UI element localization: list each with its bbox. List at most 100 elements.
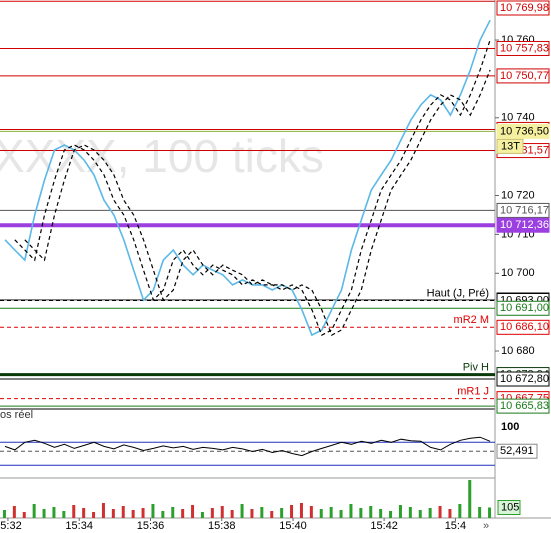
volume-bar	[210, 508, 214, 518]
y-tick-label: 10 680	[501, 345, 535, 357]
counter: 13T	[501, 140, 520, 152]
volume-bar	[22, 512, 26, 518]
volume-bar	[250, 509, 254, 518]
volume-bar	[52, 507, 56, 518]
counter-box	[496, 138, 524, 154]
x-tick-label: 15:38	[208, 520, 236, 532]
volume-bar	[438, 506, 442, 518]
volume-bar	[101, 503, 105, 518]
level-label-box	[496, 371, 550, 387]
volume-bar	[290, 505, 294, 518]
volume-bar	[171, 507, 175, 518]
level-text: mR1 J	[457, 386, 489, 398]
x-tick-label: 15:36	[137, 520, 165, 532]
x-tick-label: 15:40	[279, 520, 307, 532]
volume-bar	[319, 509, 323, 518]
volume-bar	[280, 508, 284, 518]
volume-bar	[121, 506, 125, 518]
volume-bar	[339, 510, 343, 518]
level-label-box	[496, 40, 550, 56]
level-label: 10 736,50	[500, 125, 549, 137]
volume-bar	[32, 504, 36, 518]
level-label: 10 769,98	[500, 2, 549, 14]
volume-bar	[379, 509, 383, 518]
volume-bar	[220, 506, 224, 518]
x-tick-label: 15:32	[0, 520, 22, 532]
level-label-box	[496, 123, 550, 139]
volume-bar	[488, 507, 492, 518]
x-tick-label: 15:34	[65, 520, 93, 532]
volume-bar	[418, 510, 422, 518]
oscillator-line	[4, 436, 491, 457]
y-tick-label: 10 720	[501, 189, 535, 201]
volume-bar	[309, 506, 313, 518]
level-label-box	[496, 300, 550, 316]
level-label: 10 665,83	[500, 400, 549, 412]
volume-bar	[161, 511, 165, 518]
volume-bar	[369, 506, 373, 518]
level-label: 10 750,77	[500, 70, 549, 82]
volume-bar	[270, 511, 274, 518]
volume-bar	[191, 505, 195, 518]
level-label: 10 712,36	[500, 219, 549, 231]
volume-bar	[200, 512, 204, 518]
volume-bar	[111, 509, 115, 518]
level-text: Haut (J, Pré)	[427, 287, 489, 299]
volume-bar	[181, 509, 185, 518]
volume-bar	[408, 507, 412, 518]
volume-bar	[92, 512, 96, 518]
volume-bar	[2, 510, 6, 518]
volume-bar	[62, 511, 66, 518]
level-label: 10 672,80	[500, 373, 549, 385]
volume-bar	[468, 480, 472, 518]
volume-bar	[141, 508, 145, 518]
volume-bar	[478, 507, 482, 518]
level-label-box	[496, 398, 550, 414]
volume-bar	[260, 507, 264, 518]
y-tick-label: 10 740	[501, 112, 535, 124]
price-line	[24, 69, 491, 336]
level-label: 10 757,83	[500, 42, 549, 54]
x-tick-label: 15:4	[445, 520, 466, 532]
price-line	[14, 39, 491, 336]
level-label-box	[496, 202, 550, 218]
x-tick-label: 15:42	[370, 520, 398, 532]
volume-bar	[329, 507, 333, 518]
scroll-button[interactable]: »	[483, 520, 489, 532]
level-label-box	[496, 443, 538, 459]
level-text: mR2 M	[454, 314, 489, 326]
volume-bar	[349, 504, 353, 518]
panel-title: os réel	[0, 409, 33, 421]
volume-bar	[398, 505, 402, 518]
level-label: 10 691,00	[500, 302, 549, 314]
volume-bar	[151, 504, 155, 518]
level-label: 52,491	[500, 445, 534, 457]
volume-bar	[448, 509, 452, 518]
volume-bar	[299, 503, 303, 518]
volume-bar	[428, 508, 432, 518]
level-label-box	[496, 319, 550, 335]
volume-bar	[12, 506, 16, 518]
volume-bar	[230, 510, 234, 518]
volume-bar	[131, 510, 135, 518]
volume-bar	[82, 508, 86, 518]
volume-bar	[72, 505, 76, 518]
volume-bar	[240, 504, 244, 518]
volume-label: 105	[501, 501, 519, 513]
y-tick-label: 100	[501, 421, 519, 433]
volume-bar	[389, 511, 393, 518]
y-tick-label: 10 700	[501, 267, 535, 279]
level-label-box	[496, 0, 550, 16]
volume-bar	[42, 509, 46, 518]
level-text: Piv H	[463, 361, 489, 373]
level-label-box	[496, 217, 550, 233]
volume-bar	[359, 508, 363, 518]
volume-bar	[458, 504, 462, 518]
level-label: 10 686,10	[500, 321, 549, 333]
volume-label-box	[497, 500, 521, 515]
level-label-box	[496, 68, 550, 84]
level-label: 10 716,17	[500, 204, 549, 216]
watermark: XXXX, 100 ticks	[0, 130, 324, 182]
